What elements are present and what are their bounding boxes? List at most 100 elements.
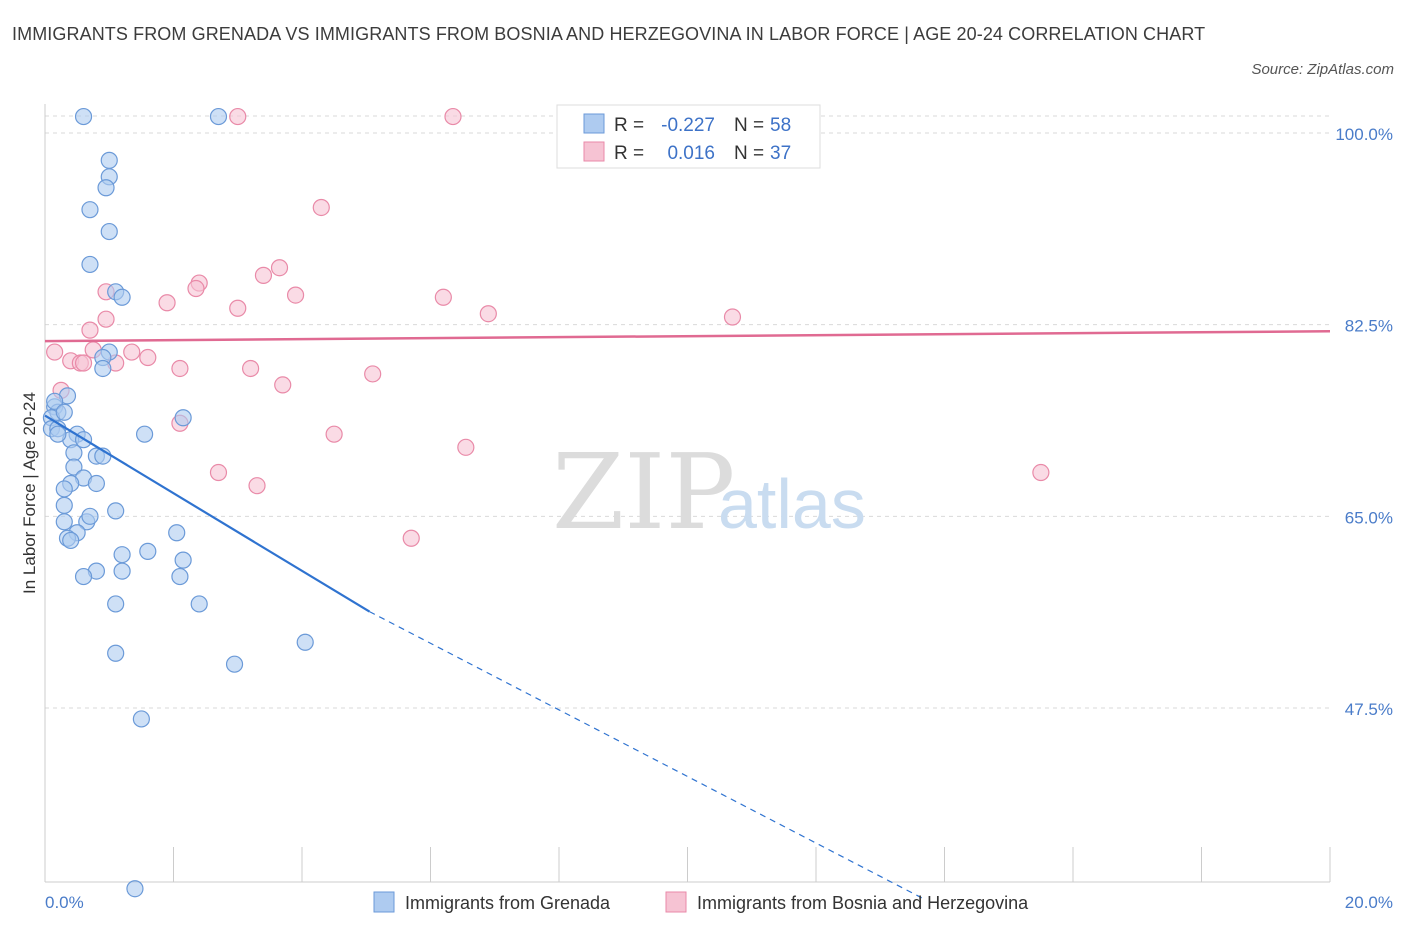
pink-point xyxy=(123,343,141,361)
tick-labels: 100.0% 82.5% 65.0% 47.5% 0.0% 20.0% xyxy=(45,125,1393,912)
blue-point xyxy=(107,595,125,613)
watermark-zip: ZIP xyxy=(552,431,735,553)
blue-point xyxy=(132,710,150,728)
blue-point xyxy=(55,403,73,421)
pink-series xyxy=(46,107,1050,547)
blue-point xyxy=(107,502,125,520)
y-tick-label: 82.5% xyxy=(1345,317,1393,336)
blue-series xyxy=(42,107,314,898)
pink-point xyxy=(723,308,742,326)
watermark: ZIP atlas xyxy=(552,431,866,553)
bottom-legend-swatch-blue xyxy=(373,891,395,913)
legend-top: R = -0.227 N = 58 R = 0.016 N = 37 xyxy=(556,104,821,169)
pink-point xyxy=(242,359,260,378)
blue-point xyxy=(100,222,118,241)
pink-point xyxy=(229,107,247,126)
blue-point xyxy=(135,425,154,443)
blue-point xyxy=(126,880,144,898)
pink-point xyxy=(325,425,343,443)
blue-point xyxy=(225,655,244,673)
blue-point xyxy=(190,595,208,613)
pink-point xyxy=(46,343,64,361)
pink-point xyxy=(270,259,289,277)
pink-point xyxy=(139,348,157,367)
blue-point xyxy=(113,288,131,306)
blue-point xyxy=(55,480,73,498)
blue-point xyxy=(168,524,186,542)
blue-point xyxy=(74,567,93,586)
y-tick-label: 47.5% xyxy=(1345,700,1393,719)
legend-swatch-pink xyxy=(583,141,605,162)
blue-point xyxy=(107,644,125,662)
pink-trend-line xyxy=(44,329,1331,343)
pink-point xyxy=(158,294,176,312)
legend-r-value-blue: -0.227 xyxy=(661,115,715,136)
blue-point xyxy=(55,496,73,514)
blue-point xyxy=(296,633,314,651)
blue-point xyxy=(87,474,106,493)
pink-point xyxy=(364,365,382,383)
bottom-legend-swatch-pink xyxy=(665,891,687,913)
legend-bottom: Immigrants from Grenada Immigrants from … xyxy=(373,891,1029,913)
axes xyxy=(44,104,1330,883)
blue-point xyxy=(74,107,93,126)
pink-point xyxy=(187,279,205,298)
chart-title: IMMIGRANTS FROM GRENADA VS IMMIGRANTS FR… xyxy=(12,24,1206,44)
x-tick-label: 20.0% xyxy=(1345,893,1393,912)
legend-r-label-pink: R = xyxy=(614,143,644,164)
x-tick-label: 0.0% xyxy=(45,893,84,912)
pink-point xyxy=(229,299,247,317)
legend-n-label-pink: N = xyxy=(734,143,764,164)
blue-point xyxy=(171,567,189,586)
blue-point xyxy=(139,542,157,560)
pink-point xyxy=(97,310,115,328)
pink-point xyxy=(209,463,228,482)
blue-point xyxy=(113,546,131,564)
blue-point xyxy=(113,562,131,580)
blue-point xyxy=(174,409,192,427)
blue-point xyxy=(65,458,83,476)
blue-point xyxy=(49,425,67,443)
blue-point xyxy=(81,255,99,274)
pink-point xyxy=(81,321,99,339)
pink-point xyxy=(171,359,189,378)
blue-trend-line xyxy=(44,414,371,613)
blue-point xyxy=(209,107,228,126)
pink-point xyxy=(254,266,273,284)
blue-point xyxy=(97,179,115,197)
bottom-legend-label-blue: Immigrants from Grenada xyxy=(405,893,611,913)
blue-point xyxy=(46,392,64,410)
legend-swatch-blue xyxy=(583,113,605,134)
trend-lines xyxy=(44,329,1331,901)
pink-point xyxy=(479,305,497,323)
pink-point xyxy=(434,288,452,306)
pink-point xyxy=(312,198,330,217)
watermark-atlas: atlas xyxy=(718,465,866,543)
blue-point xyxy=(62,531,80,550)
blue-trend-extension xyxy=(369,611,926,901)
pink-point xyxy=(1032,463,1050,482)
pink-point xyxy=(444,107,462,126)
blue-point xyxy=(55,513,73,531)
pink-point xyxy=(248,477,266,495)
legend-r-value-pink: 0.016 xyxy=(667,143,715,164)
blue-point xyxy=(81,507,99,525)
y-axis-label: In Labor Force | Age 20-24 xyxy=(20,392,39,594)
pink-point xyxy=(457,438,475,456)
source-label: Source: ZipAtlas.com xyxy=(1251,61,1394,78)
blue-point xyxy=(94,359,112,378)
blue-point xyxy=(174,551,192,569)
legend-n-value-blue: 58 xyxy=(770,115,791,136)
pink-point xyxy=(286,286,305,304)
legend-n-value-pink: 37 xyxy=(770,143,791,164)
legend-r-label-blue: R = xyxy=(614,115,644,136)
bottom-legend-label-pink: Immigrants from Bosnia and Herzegovina xyxy=(697,893,1029,913)
pink-point xyxy=(402,529,420,547)
pink-point xyxy=(274,376,292,394)
blue-point xyxy=(100,151,118,169)
y-tick-label: 100.0% xyxy=(1335,125,1393,144)
legend-n-label-blue: N = xyxy=(734,115,764,136)
blue-point xyxy=(81,201,99,219)
pink-point xyxy=(74,354,93,372)
